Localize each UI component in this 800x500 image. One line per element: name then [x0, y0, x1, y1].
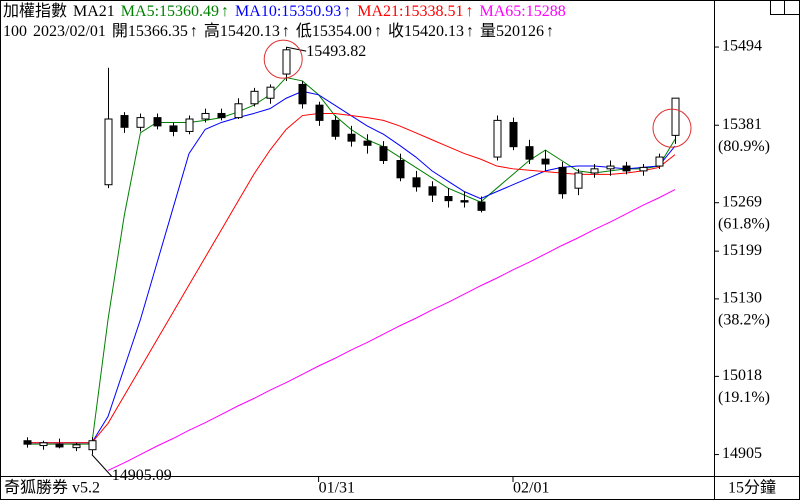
candle-body — [234, 103, 243, 119]
header-item: ↑ — [373, 23, 382, 40]
header-item: MA21:15338.51 — [357, 3, 464, 20]
candle-body — [169, 125, 178, 132]
header-item: 加權指數 — [3, 3, 68, 20]
candle-body — [590, 168, 599, 174]
footer-text: 奇狐勝券 v5.2 — [4, 479, 100, 497]
candle-body — [201, 112, 210, 120]
candle-body — [606, 165, 615, 170]
candle-body — [671, 97, 680, 136]
header-item: 開15366.35 — [111, 23, 188, 40]
header-item: ↑ — [465, 23, 474, 40]
header-item: 100 — [3, 23, 27, 40]
low-label: 14905.09 — [112, 467, 172, 484]
candle-body — [104, 118, 113, 186]
candle-body — [55, 443, 64, 448]
ma-line — [107, 189, 676, 471]
fib-label: (80.9%) — [718, 138, 770, 155]
candle-body — [509, 121, 518, 148]
header-item: MA21 — [73, 3, 115, 20]
candle-body — [298, 83, 307, 105]
header-item: 低15354.00 — [295, 23, 372, 40]
candle-body — [639, 166, 648, 172]
header-item: MA65:15288 — [479, 3, 566, 20]
header-item: ↑ — [221, 3, 230, 20]
ma-line — [27, 112, 676, 444]
scroll-box[interactable] — [784, 0, 800, 15]
fib-label: (38.2%) — [718, 312, 770, 329]
candle-body — [136, 117, 145, 128]
period-label: 15分鐘 — [728, 479, 776, 497]
header-item: ↑ — [189, 23, 198, 40]
fib-label: (19.1%) — [718, 389, 770, 406]
candle-body — [460, 200, 469, 203]
candle-body — [558, 166, 567, 195]
header-item: MA5:15360.49 — [120, 3, 220, 20]
fib-label: (61.8%) — [718, 215, 770, 232]
header-item: 高15420.13 — [203, 23, 280, 40]
highlight-circle — [263, 39, 303, 79]
candle-body — [655, 156, 664, 167]
candle-body — [39, 442, 48, 447]
candle-body — [363, 140, 372, 146]
header-item: 收15420.13 — [387, 23, 464, 40]
candle-body — [477, 201, 486, 211]
header-item: ↑ — [343, 3, 352, 20]
candle-body — [396, 160, 405, 179]
y-tick-label: 14905 — [722, 445, 762, 462]
y-tick-label: 15269 — [722, 193, 762, 210]
low-leader — [91, 454, 113, 477]
header-item: ↑ — [465, 3, 474, 20]
highlight-circle — [652, 108, 692, 148]
candle-body — [525, 146, 534, 160]
candle-body — [23, 440, 32, 445]
candle-body — [217, 112, 226, 119]
candle-body — [493, 119, 502, 158]
header-line: 100 2023/02/01 開15366.35 ↑ 高15420.13 ↑ 低15354.… — [3, 22, 713, 42]
candle-body — [622, 165, 631, 172]
candle-body — [315, 104, 324, 121]
y-tick-label: 15130 — [722, 290, 762, 307]
header-item: ↑ — [281, 23, 290, 40]
header-line: 加權指數 MA21 MA5:15360.49 ↑ MA10:15350.93 ↑ MA21:… — [3, 2, 713, 22]
candle-body — [185, 118, 194, 132]
candle-body — [88, 440, 97, 451]
header-item: MA10:15350.93 — [235, 3, 342, 20]
x-tick-label: 01/31 — [319, 480, 355, 497]
candle-body — [72, 444, 81, 449]
candle-body — [120, 115, 129, 128]
y-tick-label: 15018 — [722, 367, 762, 384]
header-item: 量520126 — [479, 23, 544, 40]
candle-body — [250, 90, 259, 105]
candle-body — [282, 49, 291, 75]
y-tick-label: 15199 — [722, 242, 762, 259]
y-tick-label: 15494 — [722, 38, 762, 55]
scroll-box[interactable] — [770, 0, 785, 15]
candle-body — [444, 195, 453, 202]
candle-body — [541, 158, 550, 165]
candle-body — [347, 133, 356, 142]
candle-body — [379, 146, 388, 162]
y-tick-label: 15381 — [722, 116, 762, 133]
header-item: 2023/02/01 — [33, 23, 106, 40]
candle-body — [266, 86, 275, 99]
header-item: ↑ — [545, 23, 554, 40]
x-tick-label: 02/01 — [513, 480, 549, 497]
candle-body — [412, 177, 421, 188]
plot — [23, 47, 680, 471]
candle-body — [574, 172, 583, 189]
candle-body — [331, 119, 340, 137]
candle-body — [153, 117, 162, 127]
high-leader — [286, 46, 307, 52]
high-label: 15493.82 — [306, 43, 366, 60]
candle-body — [428, 186, 437, 196]
